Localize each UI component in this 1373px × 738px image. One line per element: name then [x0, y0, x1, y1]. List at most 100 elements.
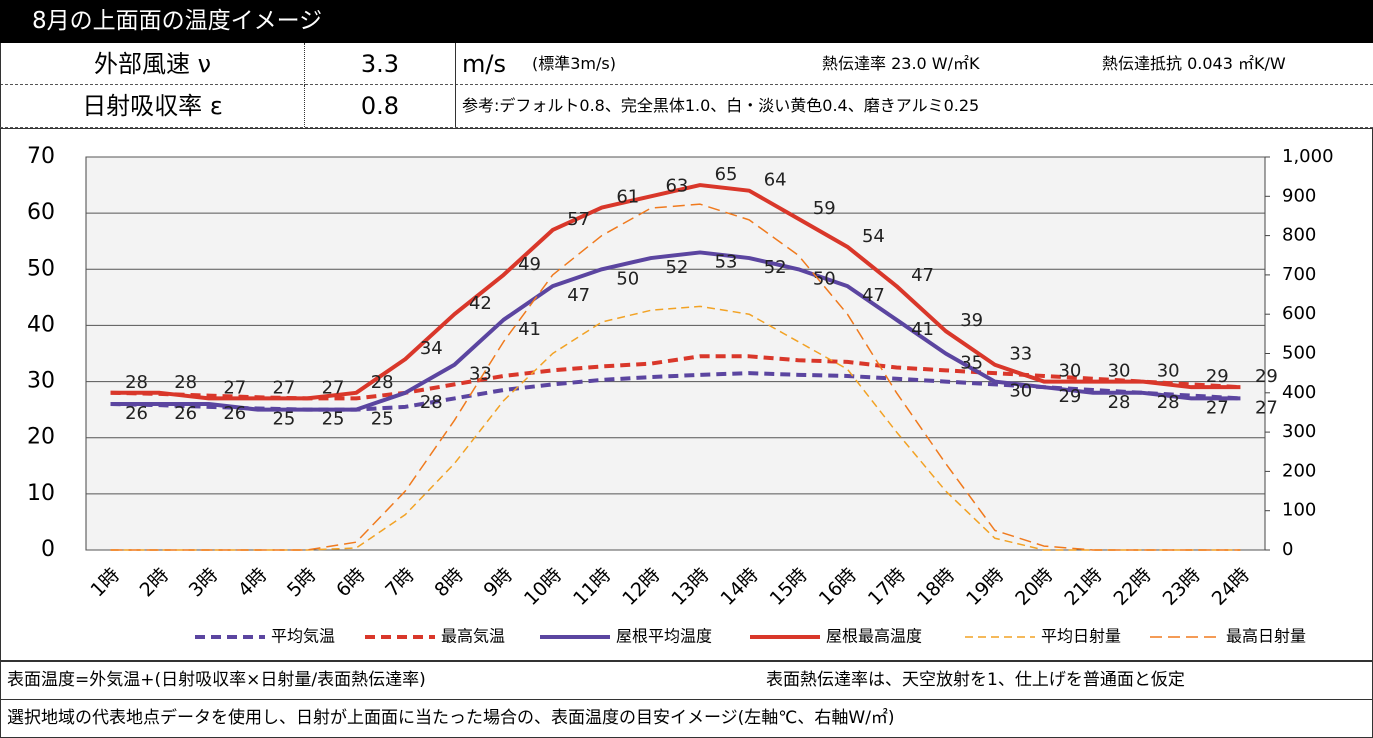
data-label: 26	[174, 403, 197, 424]
y-tick-label: 20	[27, 425, 55, 450]
y-tick-label: 70	[27, 144, 55, 169]
data-label: 27	[223, 377, 246, 398]
data-label: 47	[911, 265, 934, 286]
x-tick-label: 3時	[185, 564, 223, 602]
data-label: 59	[813, 198, 836, 219]
x-tick-label: 19時	[962, 564, 1008, 610]
y2-tick-label: 200	[1282, 460, 1316, 481]
data-label: 49	[518, 254, 541, 275]
note: 参考:デフォルト0.8、完全黒体1.0、白・淡い黄色0.4、磨きアルミ0.25	[462, 96, 980, 115]
info-row: 外部風速 ν 3.3 m/s (標準3m/s) 熱伝達率 23.0 W/㎡K 熱…	[0, 43, 1373, 85]
x-tick-label: 21時	[1060, 564, 1106, 610]
y-tick-label: 30	[27, 369, 55, 394]
series-line	[110, 354, 1241, 401]
x-tick-label: 9時	[479, 564, 517, 602]
data-label: 26	[125, 403, 148, 424]
data-label: 35	[960, 353, 983, 374]
y2-tick-label: 0	[1282, 539, 1293, 560]
legend-label: 最高日射量	[1226, 627, 1306, 646]
title-bar: 8月の上面面の温度イメージ	[0, 0, 1373, 43]
data-label: 27	[1255, 397, 1278, 418]
x-tick-label: 23時	[1159, 564, 1205, 610]
data-label: 25	[272, 409, 295, 430]
row-label: 日射吸収率 ε	[0, 85, 305, 127]
data-label: 30	[1157, 361, 1180, 382]
x-tick-label: 17時	[864, 564, 910, 610]
x-tick-label: 10時	[520, 564, 566, 610]
data-label: 54	[862, 226, 885, 247]
extra: 熱伝達率 23.0 W/㎡K	[822, 54, 980, 73]
chart: 0102030405060700100200300400500600700800…	[27, 144, 1334, 646]
data-label: 30	[1108, 361, 1131, 382]
data-label: 65	[715, 164, 738, 185]
y2-tick-label: 100	[1282, 500, 1316, 521]
data-label: 52	[764, 257, 787, 278]
data-label: 30	[1009, 381, 1032, 402]
data-label: 41	[911, 319, 934, 340]
legend-label: 平均気温	[271, 627, 335, 646]
data-label: 52	[665, 257, 688, 278]
y2-tick-label: 1,000	[1282, 146, 1334, 167]
legend-label: 屋根平均温度	[616, 627, 712, 646]
x-tick-label: 15時	[766, 564, 812, 610]
data-label: 26	[223, 403, 246, 424]
data-label: 41	[518, 319, 541, 340]
x-tick-label: 13時	[667, 564, 713, 610]
data-label: 50	[813, 268, 836, 289]
footer-text: 表面温度=外気温+(日射吸収率×日射量/表面熱伝達率)	[7, 670, 426, 690]
y2-tick-label: 800	[1282, 225, 1316, 246]
x-tick-label: 12時	[618, 564, 664, 610]
data-label: 25	[371, 409, 394, 430]
title: 8月の上面面の温度イメージ	[32, 8, 323, 34]
footer-text: 選択地域の代表地点データを使用し、日射が上面面に当たった場合の、表面温度の目安イ…	[7, 708, 895, 728]
data-label: 47	[567, 285, 590, 306]
y-tick-label: 60	[27, 200, 55, 225]
x-tick-label: 1時	[86, 564, 124, 602]
data-label: 27	[272, 377, 295, 398]
x-tick-label: 7時	[381, 564, 419, 602]
data-label: 53	[715, 251, 738, 272]
row-value: 0.8	[305, 85, 456, 127]
data-label: 29	[1058, 386, 1081, 407]
legend-label: 最高気温	[441, 627, 505, 646]
data-label: 28	[1108, 392, 1131, 413]
y-tick-label: 10	[27, 481, 55, 506]
legend-label: 屋根最高温度	[826, 627, 922, 646]
info-row: 日射吸収率 ε 0.8 参考:デフォルト0.8、完全黒体1.0、白・淡い黄色0.…	[0, 85, 1373, 128]
data-label: 28	[371, 372, 394, 393]
x-tick-label: 2時	[136, 564, 174, 602]
footer-line: 選択地域の代表地点データを使用し、日射が上面面に当たった場合の、表面温度の目安イ…	[0, 699, 1373, 738]
data-label: 28	[174, 372, 197, 393]
footer-text: 表面熱伝達率は、天空放射を1、仕上げを普通面と仮定	[766, 670, 1185, 690]
x-tick-label: 16時	[815, 564, 861, 610]
data-label: 50	[616, 268, 639, 289]
data-label: 28	[1157, 392, 1180, 413]
y-tick-label: 50	[27, 256, 55, 281]
data-label: 39	[960, 310, 983, 331]
plot-area	[85, 156, 1266, 551]
x-tick-label: 8時	[430, 564, 468, 602]
data-label: 33	[469, 364, 492, 385]
note: (標準3m/s)	[532, 54, 616, 73]
x-tick-label: 5時	[283, 564, 321, 602]
y-tick-label: 40	[27, 312, 55, 337]
data-label: 47	[862, 285, 885, 306]
data-label: 42	[469, 293, 492, 314]
y-tick-label: 0	[41, 537, 55, 562]
unit: m/s	[462, 50, 506, 78]
data-label: 27	[322, 377, 345, 398]
row-label: 外部風速 ν	[0, 43, 305, 85]
data-label: 30	[1058, 361, 1081, 382]
data-label: 29	[1255, 366, 1278, 387]
y2-tick-label: 900	[1282, 185, 1316, 206]
y2-tick-label: 600	[1282, 303, 1316, 324]
x-tick-label: 14時	[717, 564, 763, 610]
data-label: 34	[420, 338, 443, 359]
x-tick-label: 6時	[332, 564, 370, 602]
extra: 熱伝達抵抗 0.043 ㎡K/W	[1102, 54, 1286, 73]
x-tick-label: 24時	[1208, 564, 1254, 610]
footer-line: 表面温度=外気温+(日射吸収率×日射量/表面熱伝達率) 表面熱伝達率は、天空放射…	[0, 661, 1373, 700]
data-label: 64	[764, 170, 787, 191]
data-label: 63	[665, 175, 688, 196]
